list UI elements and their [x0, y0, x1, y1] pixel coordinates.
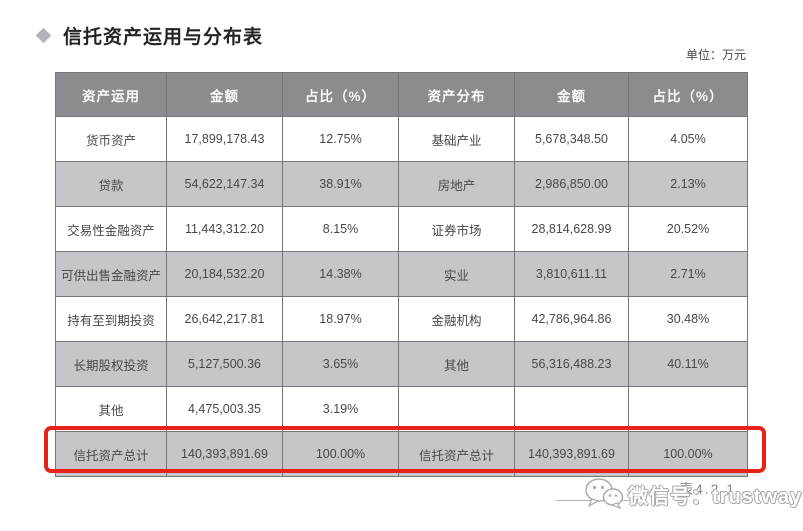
table-cell: 3,810,611.11 [515, 252, 629, 297]
table-cell: 14.38% [283, 252, 399, 297]
table-cell: 可供出售金融资产 [56, 252, 167, 297]
table-row: 持有至到期投资 26,642,217.81 18.97% 金融机构 42,786… [56, 297, 748, 342]
table-cell: 实业 [399, 252, 515, 297]
table-cell: 证券市场 [399, 207, 515, 252]
table-row: 其他 4,475,003.35 3.19% [56, 387, 748, 432]
watermark-text: 微信号：trustway [628, 485, 803, 508]
table-cell: 2,986,850.00 [515, 162, 629, 207]
page-title: 信托资产运用与分布表 [63, 27, 264, 48]
table-cell: 42,786,964.86 [515, 297, 629, 342]
table-cell: 信托资产总计 [399, 432, 515, 477]
table-cell: 信托资产总计 [56, 432, 167, 477]
table-cell: 17,899,178.43 [167, 117, 283, 162]
table-cell: 3.19% [283, 387, 399, 432]
table-cell [515, 387, 629, 432]
table-cell: 5,678,348.50 [515, 117, 629, 162]
table-row: 贷款 54,622,147.34 38.91% 房地产 2,986,850.00… [56, 162, 748, 207]
trust-assets-table: 资产运用 金额 占比（%） 资产分布 金额 占比（%） 货币资产 17,899,… [55, 72, 748, 477]
table-cell: 38.91% [283, 162, 399, 207]
table-cell: 28,814,628.99 [515, 207, 629, 252]
table-row: 货币资产 17,899,178.43 12.75% 基础产业 5,678,348… [56, 117, 748, 162]
table-cell: 40.11% [629, 342, 748, 387]
table-cell: 140,393,891.69 [167, 432, 283, 477]
table-cell: 持有至到期投资 [56, 297, 167, 342]
table-cell: 货币资产 [56, 117, 167, 162]
table-row-total: 信托资产总计 140,393,891.69 100.00% 信托资产总计 140… [56, 432, 748, 477]
table-row: 可供出售金融资产 20,184,532.20 14.38% 实业 3,810,6… [56, 252, 748, 297]
column-header: 资产分布 [399, 73, 515, 117]
column-header: 占比（%） [629, 73, 748, 117]
table-cell: 4,475,003.35 [167, 387, 283, 432]
table-cell: 2.71% [629, 252, 748, 297]
table-cell [629, 387, 748, 432]
table-cell: 12.75% [283, 117, 399, 162]
column-header: 占比（%） [283, 73, 399, 117]
table-cell: 房地产 [399, 162, 515, 207]
table-cell: 30.48% [629, 297, 748, 342]
table-cell: 140,393,891.69 [515, 432, 629, 477]
table-cell: 3.65% [283, 342, 399, 387]
wechat-icon [585, 478, 624, 510]
table-cell: 20,184,532.20 [167, 252, 283, 297]
table-header-row: 资产运用 金额 占比（%） 资产分布 金额 占比（%） [56, 73, 748, 117]
table-row: 长期股权投资 5,127,500.36 3.65% 其他 56,316,488.… [56, 342, 748, 387]
table-cell: 100.00% [283, 432, 399, 477]
table-cell [399, 387, 515, 432]
table-cell: 11,443,312.20 [167, 207, 283, 252]
table-cell: 18.97% [283, 297, 399, 342]
table-cell: 长期股权投资 [56, 342, 167, 387]
table-cell: 100.00% [629, 432, 748, 477]
watermark: 微信号：trustway [584, 477, 802, 511]
table-cell: 其他 [399, 342, 515, 387]
table-cell: 其他 [56, 387, 167, 432]
table-cell: 26,642,217.81 [167, 297, 283, 342]
table-cell: 20.52% [629, 207, 748, 252]
table-cell: 金融机构 [399, 297, 515, 342]
table-cell: 交易性金融资产 [56, 207, 167, 252]
table-cell: 2.13% [629, 162, 748, 207]
table-cell: 56,316,488.23 [515, 342, 629, 387]
table-cell: 4.05% [629, 117, 748, 162]
column-header: 金额 [515, 73, 629, 117]
table-cell: 5,127,500.36 [167, 342, 283, 387]
table-row: 交易性金融资产 11,443,312.20 8.15% 证券市场 28,814,… [56, 207, 748, 252]
diamond-bullet-icon [35, 27, 52, 44]
column-header: 资产运用 [56, 73, 167, 117]
table-cell: 贷款 [56, 162, 167, 207]
page-title-block: 信托资产运用与分布表 [35, 22, 264, 49]
table-cell: 54,622,147.34 [167, 162, 283, 207]
table-cell: 8.15% [283, 207, 399, 252]
column-header: 金额 [167, 73, 283, 117]
table-cell: 基础产业 [399, 117, 515, 162]
table-caption: 表4.2.1 [679, 481, 737, 497]
unit-label: 单位：万元 [685, 48, 746, 62]
